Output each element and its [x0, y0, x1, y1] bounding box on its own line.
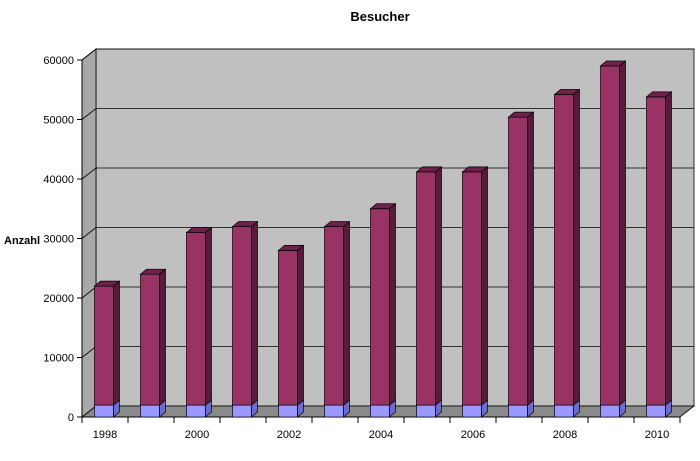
x-tick-label: 2004	[369, 429, 393, 441]
x-tick-label: 2000	[185, 429, 209, 441]
bar-main-segment	[554, 94, 574, 406]
bar-main-side	[435, 166, 442, 406]
bar-base-segment	[600, 404, 620, 418]
x-tick-label: 1998	[93, 429, 117, 441]
x-tick-label: 2002	[277, 429, 301, 441]
bar-main-side	[665, 91, 672, 406]
bar-main-segment	[186, 232, 206, 406]
bar-main-side	[527, 111, 534, 406]
bar-main-segment	[324, 226, 344, 406]
y-tick-label: 60000	[43, 55, 74, 67]
x-tick-label: 2006	[461, 429, 485, 441]
bar-main-segment	[370, 208, 390, 406]
bar-main-top	[93, 280, 121, 287]
bar-main-side	[343, 220, 350, 406]
bar-main-segment	[140, 273, 160, 406]
chart-title: Besucher	[350, 9, 409, 24]
y-tick-label: 0	[68, 412, 74, 424]
y-tick-label: 40000	[43, 174, 74, 186]
y-tick-label: 10000	[43, 353, 74, 365]
y-tick-label: 50000	[43, 115, 74, 127]
x-tick-label: 2008	[553, 429, 577, 441]
bar-main-top	[139, 268, 167, 275]
bar-main-side	[159, 268, 166, 406]
bar-main-segment	[278, 250, 298, 406]
gridline	[81, 227, 694, 239]
bar-base-segment	[232, 404, 252, 418]
bar-main-top	[553, 89, 581, 95]
bar-main-segment	[462, 171, 482, 406]
bar-base-segment	[508, 404, 528, 418]
bar-base-segment	[278, 404, 298, 418]
bar-main-side	[113, 280, 120, 406]
bar-main-top	[415, 166, 443, 173]
gridline	[81, 108, 694, 120]
bar-main-segment	[646, 96, 666, 406]
bar-main-side	[205, 226, 212, 406]
y-tick-label: 20000	[43, 293, 74, 305]
bar-main-top	[599, 60, 627, 67]
bar-main-top	[231, 221, 259, 227]
bar-main-side	[481, 166, 488, 406]
bar-main-segment	[416, 171, 436, 406]
bar-main-segment	[94, 285, 114, 406]
bar-main-top	[369, 203, 397, 210]
bar-base-segment	[554, 404, 574, 418]
bar-main-top	[185, 227, 213, 233]
gridline	[81, 167, 694, 180]
bar-base-segment	[94, 404, 114, 418]
bar-main-side	[389, 203, 396, 406]
bar-base-segment	[646, 404, 666, 418]
bar-main-side	[573, 88, 580, 406]
bar-main-segment	[232, 226, 252, 406]
bar-base-segment	[324, 404, 344, 418]
bar-main-segment	[600, 65, 620, 406]
y-axis-label: Anzahl	[4, 235, 40, 247]
bar-main-top	[461, 166, 489, 173]
bar-main-side	[297, 244, 304, 406]
y-tick-label: 30000	[43, 234, 74, 246]
bar-main-side	[251, 220, 258, 406]
plot-area: 0 10000 20000 30000 40000 50000 60000 1998 2000 2…	[43, 48, 696, 441]
bar-base-segment	[462, 404, 482, 418]
bar-main-side	[619, 60, 626, 406]
bar-base-segment	[416, 404, 436, 418]
bar-main-top	[323, 221, 351, 227]
bar-main-top	[645, 91, 673, 98]
bar-main-top	[507, 111, 535, 118]
x-tick-label: 2010	[645, 429, 669, 441]
bar-base-segment	[370, 404, 390, 418]
bar-base-segment	[186, 404, 206, 418]
bar-base-segment	[140, 404, 160, 418]
gridline	[81, 48, 694, 61]
bar-main-top	[277, 245, 305, 251]
bar-main-segment	[508, 116, 528, 406]
